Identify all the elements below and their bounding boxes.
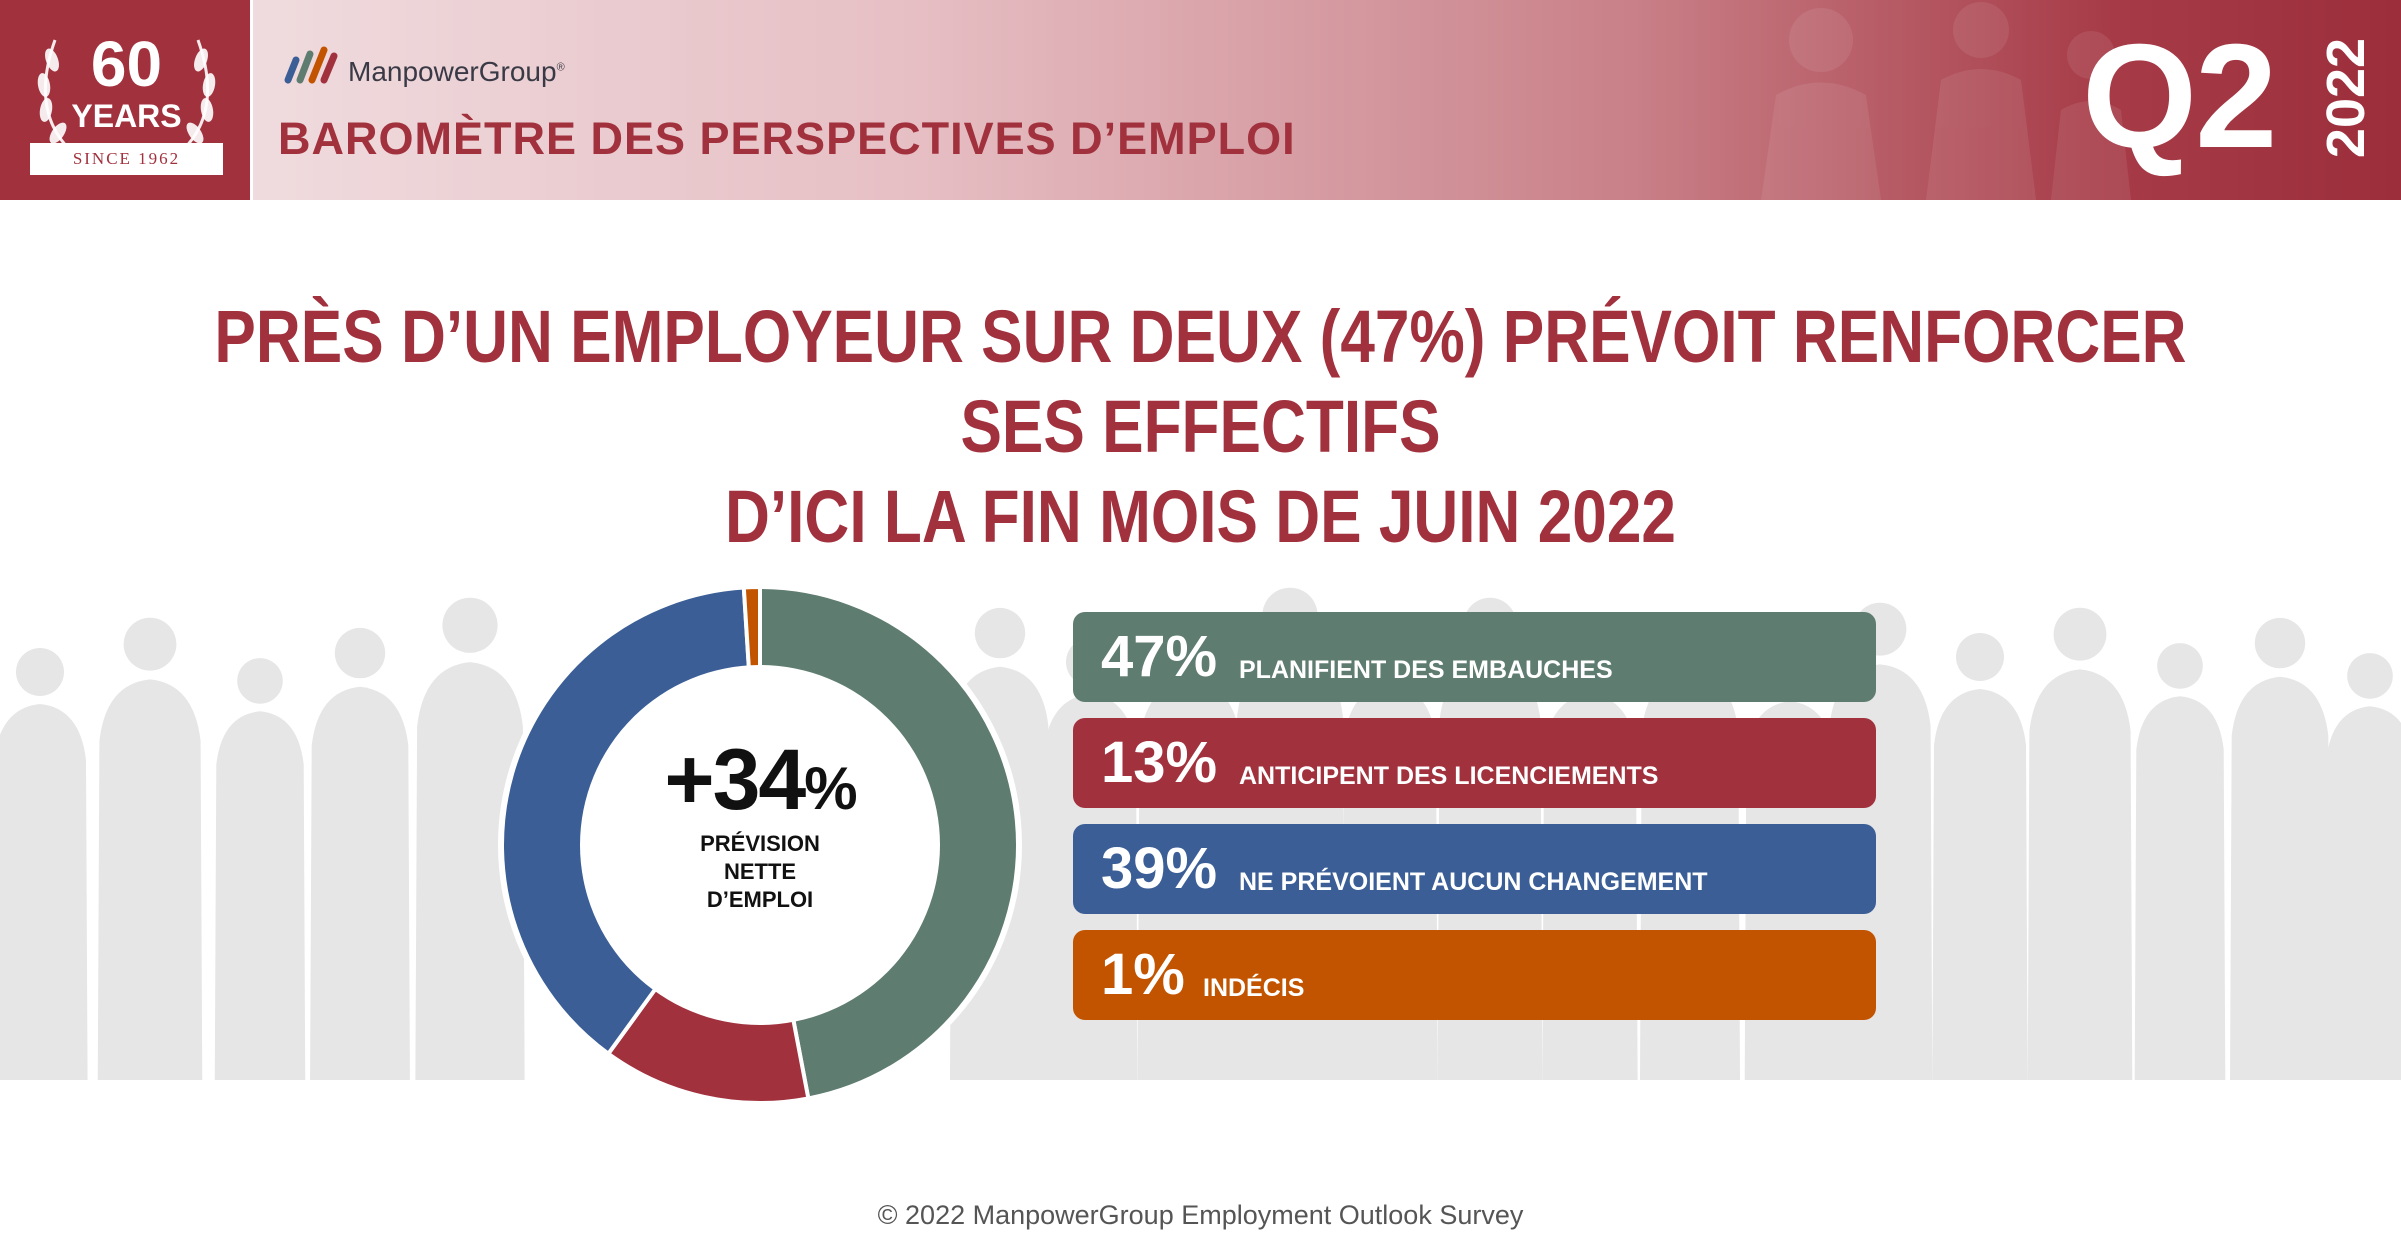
net-forecast-number: +34 — [664, 732, 806, 828]
quarter-label: Q2 — [2082, 14, 2277, 179]
net-forecast-label-line-1: PRÉVISION — [700, 831, 820, 856]
headline: PRÈS D’UN EMPLOYEUR SUR DEUX (47%) PRÉVO… — [192, 292, 2209, 562]
legend-value: 13% — [1101, 730, 1218, 795]
legend-label: PLANIFIENT DES EMBAUCHES — [1239, 656, 1613, 684]
brand-name: ManpowerGroup® — [348, 56, 565, 88]
legend: 47% PLANIFIENT DES EMBAUCHES 13% ANTICIP… — [1073, 612, 1876, 1036]
headline-line-1: PRÈS D’UN EMPLOYEUR SUR DEUX (47%) PRÉVO… — [214, 295, 2187, 468]
net-forecast-label-line-2: NETTE — [723, 859, 797, 884]
legend-bar-hiring: 47% PLANIFIENT DES EMBAUCHES — [1073, 612, 1876, 702]
badge-since: SINCE 1962 — [30, 143, 223, 175]
legend-value: 47% — [1101, 624, 1218, 689]
legend-bar-no-change: 39% NE PRÉVOIENT AUCUN CHANGEMENT — [1073, 824, 1876, 914]
legend-value: 39% — [1101, 836, 1218, 901]
header-silhouette-decoration — [1761, 2, 2131, 200]
donut-chart — [498, 583, 1022, 1107]
legend-value: 1% — [1101, 942, 1185, 1007]
legend-bar-layoffs: 13% ANTICIPENT DES LICENCIEMENTS — [1073, 718, 1876, 808]
donut-outline — [498, 583, 1022, 1107]
anniversary-badge: 60 YEARS SINCE 1962 — [0, 0, 253, 200]
brand-registered-mark: ® — [556, 61, 565, 74]
headline-line-2: D’ICI LA FIN MOIS DE JUIN 2022 — [724, 475, 1677, 558]
legend-label: ANTICIPENT DES LICENCIEMENTS — [1239, 762, 1659, 790]
badge-years: YEARS — [71, 98, 182, 134]
legend-bar-undecided: 1% INDÉCIS — [1073, 930, 1876, 1020]
year-label: 2022 — [2316, 37, 2376, 159]
legend-label: NE PRÉVOIENT AUCUN CHANGEMENT — [1239, 868, 1708, 896]
donut-center-hole — [580, 665, 940, 1025]
legend-label: INDÉCIS — [1203, 974, 1305, 1002]
brand-name-text: ManpowerGroup — [348, 56, 557, 87]
page-subtitle: BAROMÈTRE DES PERSPECTIVES D’EMPLOI — [278, 113, 1296, 164]
header-band: 60 YEARS SINCE 1962 ManpowerGroup® BAROM… — [0, 0, 2401, 200]
net-forecast-unit: % — [804, 755, 857, 822]
net-forecast-value: +34% — [610, 735, 910, 834]
manpowergroup-logo-icon — [284, 46, 338, 84]
badge-number: 60 — [90, 28, 163, 100]
copyright-footer: © 2022 ManpowerGroup Employment Outlook … — [877, 1200, 1524, 1230]
laurel-wreath-icon — [37, 39, 216, 152]
net-forecast-label: PRÉVISION NETTE D’EMPLOI — [610, 830, 910, 914]
net-forecast-label-line-3: D’EMPLOI — [706, 887, 814, 912]
